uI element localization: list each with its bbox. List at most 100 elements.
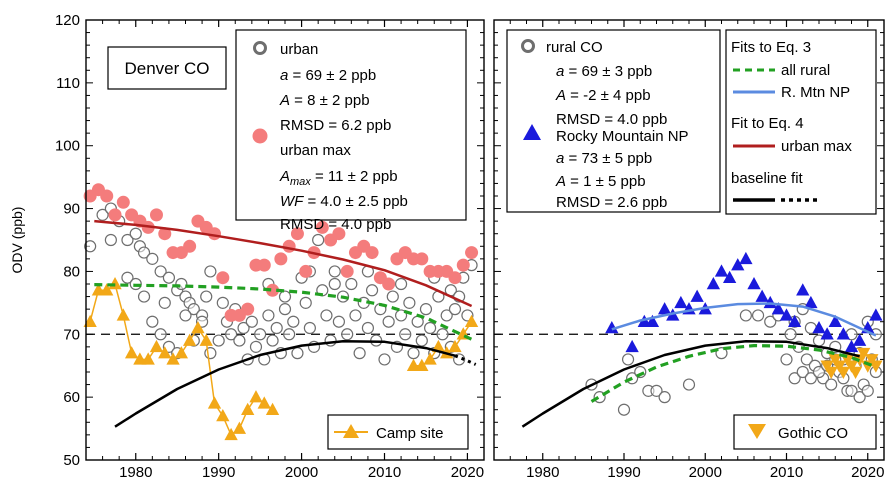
- urban-point: [424, 321, 437, 335]
- camp-site-point: [182, 333, 197, 346]
- urban-point: [225, 328, 238, 341]
- gothic-co-point: [857, 347, 871, 361]
- rocky-mountain-np-point: [747, 277, 761, 290]
- urban-max-point: [465, 246, 479, 260]
- rocky-mountain-np-point: [645, 314, 660, 327]
- urban-max-fit-line: [94, 219, 473, 308]
- right-plot-frame: [493, 19, 885, 461]
- rocky-mountain-np-point: [812, 321, 826, 334]
- rocky-mountain-np-point: [820, 327, 834, 340]
- urban-point: [361, 321, 375, 335]
- urban-point: [407, 347, 420, 360]
- urban-max-point: [315, 220, 329, 234]
- urban-point: [287, 315, 300, 328]
- urban-point: [249, 340, 263, 353]
- rocky-mountain-np-point: [714, 264, 729, 277]
- urban-max-point: [365, 246, 379, 260]
- rocky-mountain-np-point: [731, 258, 745, 271]
- camp-site-point: [232, 421, 247, 434]
- rural-co-point: [812, 365, 826, 379]
- urban-point: [394, 277, 408, 291]
- gothic-co-point: [824, 366, 838, 379]
- urban-max-point: [108, 208, 122, 222]
- rural-co-point: [658, 391, 671, 404]
- urban-max-point: [266, 283, 280, 297]
- rural-co-point: [845, 384, 858, 397]
- urban-point: [291, 347, 304, 360]
- rocky-mountain-np-point: [844, 339, 859, 353]
- legend-camp-label: Camp site: [376, 425, 444, 442]
- gothic-co-point: [828, 354, 842, 367]
- rocky-mountain-np-point: [755, 289, 769, 302]
- y-tick-label: 90: [63, 201, 80, 218]
- gothic-co-point: [832, 360, 846, 373]
- rocky-mountain-np-point: [796, 283, 810, 296]
- legend-rural-A: A = -2 ± 4 ppb: [555, 87, 651, 104]
- legend-rmnp-a: a = 73 ± 5 ppb: [556, 150, 652, 167]
- urban-point: [204, 347, 217, 360]
- urban-point: [382, 315, 395, 328]
- camp-site-point: [174, 346, 189, 359]
- urban-point: [436, 328, 449, 341]
- urban-point: [365, 284, 379, 297]
- urban-point: [121, 233, 134, 247]
- y-tick-label: 110: [56, 75, 80, 92]
- urban-point: [328, 277, 341, 291]
- urban-point: [200, 290, 213, 303]
- rural-co-point: [780, 353, 793, 366]
- urban-point: [84, 240, 97, 253]
- camp-site-point: [100, 283, 114, 296]
- rural-co-point: [784, 328, 797, 341]
- urban-point: [233, 334, 246, 347]
- fits-legend: Fits to Eq. 3 all rural R. Mtn NP Fit to…: [725, 29, 877, 215]
- rural-co-point: [715, 347, 728, 360]
- rural-co-point: [796, 365, 809, 379]
- urban-max-point: [116, 195, 130, 209]
- urban-point: [254, 328, 267, 341]
- legend-wf: WF = 4.0 ± 2.5 ppb: [280, 193, 408, 210]
- camp-site-point: [216, 409, 230, 422]
- legend-urban-marker: [253, 41, 267, 55]
- rocky-mountain-np-point: [706, 277, 721, 290]
- urban-point: [204, 265, 217, 278]
- legend-rmnp-marker: [523, 124, 541, 140]
- rural-co-point: [861, 384, 874, 397]
- camp-site-point: [116, 308, 130, 321]
- legend-fits-eq3: Fits to Eq. 3: [731, 39, 811, 56]
- urban-point: [320, 309, 333, 322]
- urban-max-point: [241, 302, 255, 316]
- rural-co-point: [617, 403, 631, 416]
- rocky-mountain-np-point: [787, 314, 802, 327]
- urban-max-point: [149, 208, 163, 222]
- urban-point: [270, 321, 283, 335]
- urban-point: [162, 271, 176, 284]
- urban-max-point: [282, 239, 296, 253]
- urban-point: [187, 303, 200, 316]
- left-plot-area: 1980 1990 2000 2010 2020 50 60 70 80 90 100 110 120: [55, 12, 485, 481]
- urban-max-point: [456, 258, 470, 272]
- left-x-tick-label: 2010: [368, 464, 401, 481]
- urban-point: [175, 277, 188, 291]
- legend-urban-label: urban: [280, 41, 318, 58]
- legend-urban-max-rmsd: RMSD = 4.0 ppb: [280, 216, 391, 233]
- rural-legend-box: [506, 29, 721, 213]
- legend-urban-max-fit-label: urban max: [781, 138, 852, 155]
- right-x-tick-label: 2010: [770, 464, 803, 481]
- urban-point: [345, 277, 358, 291]
- camp-site-point: [224, 427, 238, 441]
- urban-point: [146, 252, 159, 265]
- rural-co-point: [621, 353, 635, 366]
- camp-site-point: [166, 352, 180, 365]
- camp-site-point: [141, 352, 155, 365]
- camp-site-point: [207, 396, 222, 409]
- legend-rmnp-fit-label: R. Mtn NP: [781, 84, 850, 101]
- left-panel: 1980 1990 2000 2010 20205060708090100110120 …: [55, 12, 485, 481]
- camp-site-point: [191, 321, 205, 334]
- y-tick-label: 120: [55, 12, 80, 29]
- urban-point: [129, 227, 142, 240]
- right-panel: 1980 1990 2000 2010 2020 rural CO a = 69 ± 3…: [493, 19, 885, 481]
- y-tick-label: 50: [63, 452, 80, 469]
- rural-co-point: [764, 315, 777, 328]
- urban-max-point: [100, 189, 114, 203]
